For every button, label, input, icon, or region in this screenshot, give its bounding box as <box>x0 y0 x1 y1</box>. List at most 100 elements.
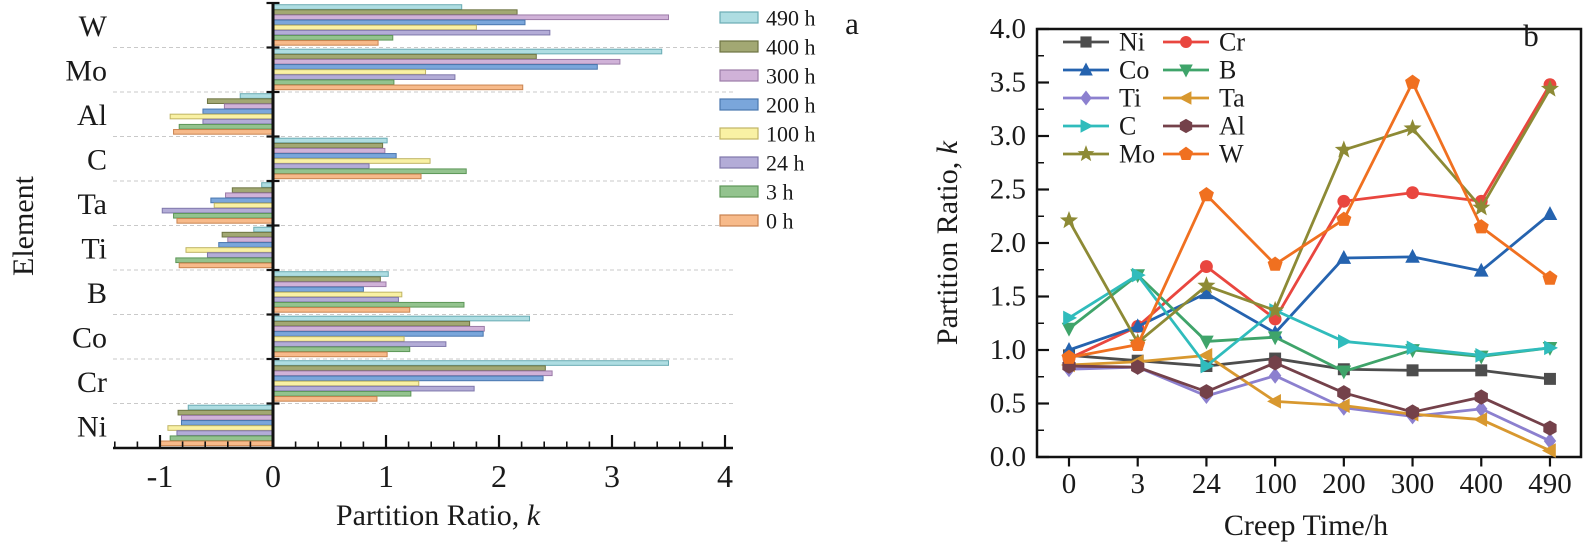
panel-a-gridlines <box>113 47 733 404</box>
marker-triangle-up <box>1542 206 1558 220</box>
panel-a-y-axis-title: Element <box>7 176 41 276</box>
y-tick-label: 1.0 <box>990 334 1026 366</box>
bar-Co-490h <box>272 315 531 322</box>
x-tick-label: 3 <box>604 458 620 494</box>
bar-B-100h <box>272 291 403 298</box>
marker-star <box>1334 140 1353 158</box>
marker-triangle-right <box>1063 310 1078 326</box>
marker-circle <box>1200 260 1213 273</box>
marker-triangle-right <box>1200 358 1215 374</box>
marker-star <box>1540 79 1559 97</box>
x-tick-label: 1 <box>378 458 394 494</box>
panel-b-x-axis: 0 3 24 100 200 300 400 490 <box>1062 457 1572 500</box>
marker-pentagon <box>1473 219 1489 234</box>
y-tick-label: 1.5 <box>990 281 1026 313</box>
panel-a-legend-item-100h: 100 h <box>719 122 816 147</box>
marker-triangle-up <box>1405 248 1420 263</box>
marker-triangle-right <box>1406 340 1421 356</box>
marker-pentagon <box>1405 74 1421 89</box>
bar-Co-100h <box>272 336 405 342</box>
marker-pentagon <box>1267 256 1283 271</box>
bar-Ta-3h <box>173 212 274 219</box>
marker-diamond <box>1543 432 1557 449</box>
bar-W-3h <box>272 34 394 41</box>
panel-b-ylabel-text: Partition Ratio, <box>931 154 964 346</box>
panel-b-x-axis-title: Creep Time/h <box>1224 509 1388 543</box>
legend-label: 200 h <box>766 93 816 118</box>
bar-Ti-0h <box>178 262 274 269</box>
panel-b-legend-item-Cr: Cr <box>1163 28 1245 57</box>
bar-Ta-400h <box>231 187 274 193</box>
marker-hexagon <box>1543 420 1557 436</box>
panel-a-legend: 490 h 400 h 300 h 200 h 100 h 24 h 3 h 0 h <box>719 6 816 234</box>
panel-a-x-axis-title: Partition Ratio, k <box>336 499 540 533</box>
legend-label: Mo <box>1119 140 1155 169</box>
bar-B-400h <box>272 276 381 282</box>
marker-triangle-down <box>1336 365 1352 380</box>
category-label-Ti: Ti <box>81 232 107 265</box>
legend-swatch <box>719 69 759 82</box>
marker-triangle-down <box>1179 64 1193 78</box>
y-tick-label: 0.5 <box>990 388 1026 420</box>
panel-a-legend-item-400h: 400 h <box>719 35 816 60</box>
bar-Al-400h <box>206 98 274 104</box>
panel-b-y-axis: 0.0 0.5 1.0 1.5 2.0 2.5 3.0 3.5 4.0 <box>990 13 1049 473</box>
bar-Ni-400h <box>177 409 274 416</box>
marker-star <box>1197 276 1216 294</box>
marker-square <box>1080 36 1092 48</box>
bar-Co-200h <box>272 331 484 337</box>
panel-b-series <box>1059 74 1559 458</box>
bar-Cr-0h <box>272 396 378 402</box>
marker-triangle-up <box>1336 249 1352 264</box>
marker-pentagon <box>1198 186 1214 202</box>
bar-Mo-300h <box>272 58 621 65</box>
legend-label: 490 h <box>766 6 816 31</box>
legend-label: Ni <box>1119 28 1145 57</box>
bar-B-24h <box>272 296 399 303</box>
x-tick-label: 2 <box>491 458 507 494</box>
marker-pentagon <box>1542 270 1558 285</box>
bar-Mo-200h <box>272 64 598 70</box>
bar-W-490h <box>272 4 463 10</box>
marker-triangle-down <box>1199 335 1214 350</box>
bar-Ni-200h <box>180 420 274 426</box>
panel-a: -1 0 1 2 3 4 W Mo Al C Ta Ti B Co Cr Ni 490 h 400 h 300 h 2… <box>65 1 816 494</box>
bar-Co-3h <box>272 346 411 353</box>
bar-Al-200h <box>202 108 274 115</box>
legend-swatch <box>719 214 759 227</box>
bar-C-3h <box>272 168 467 175</box>
bar-Mo-24h <box>272 74 456 80</box>
bar-Ni-3h <box>169 435 274 442</box>
marker-triangle-up <box>1079 62 1093 76</box>
bar-Al-0h <box>173 129 274 135</box>
bar-series-0h <box>159 40 524 447</box>
bar-Ta-200h <box>210 197 274 204</box>
legend-swatch <box>719 98 759 111</box>
bar-Ti-490h <box>253 226 274 233</box>
panel-b-letter-text: b <box>1523 18 1539 53</box>
x-tick-label: 400 <box>1460 468 1504 500</box>
x-tick-label: 490 <box>1528 468 1572 500</box>
marker-circle <box>1180 36 1192 48</box>
bar-C-200h <box>272 153 397 159</box>
marker-circle <box>1406 186 1419 200</box>
x-tick-label: -1 <box>147 458 174 494</box>
marker-triangle-left <box>1473 412 1488 427</box>
x-tick-label: 200 <box>1322 468 1366 500</box>
bar-Cr-100h <box>272 380 420 387</box>
marker-hexagon <box>1199 384 1214 400</box>
panel-b-legend: Ni Cr Co B Ti Ta C Al Mo W <box>1063 28 1245 169</box>
bar-Ta-300h <box>225 192 274 199</box>
bar-Ti-3h <box>175 257 274 264</box>
panel-a-zero-axis <box>266 1 280 448</box>
marker-triangle-right <box>1544 340 1558 356</box>
marker-triangle-left <box>1198 348 1213 363</box>
panel-a-legend-item-3h: 3 h <box>719 180 794 205</box>
bar-W-400h <box>272 9 518 15</box>
bar-C-400h <box>272 142 384 149</box>
bar-Mo-3h <box>272 79 395 86</box>
bar-series-24h <box>161 29 551 436</box>
bar-Ti-400h <box>221 231 274 238</box>
x-tick-label: 0 <box>1062 468 1077 500</box>
